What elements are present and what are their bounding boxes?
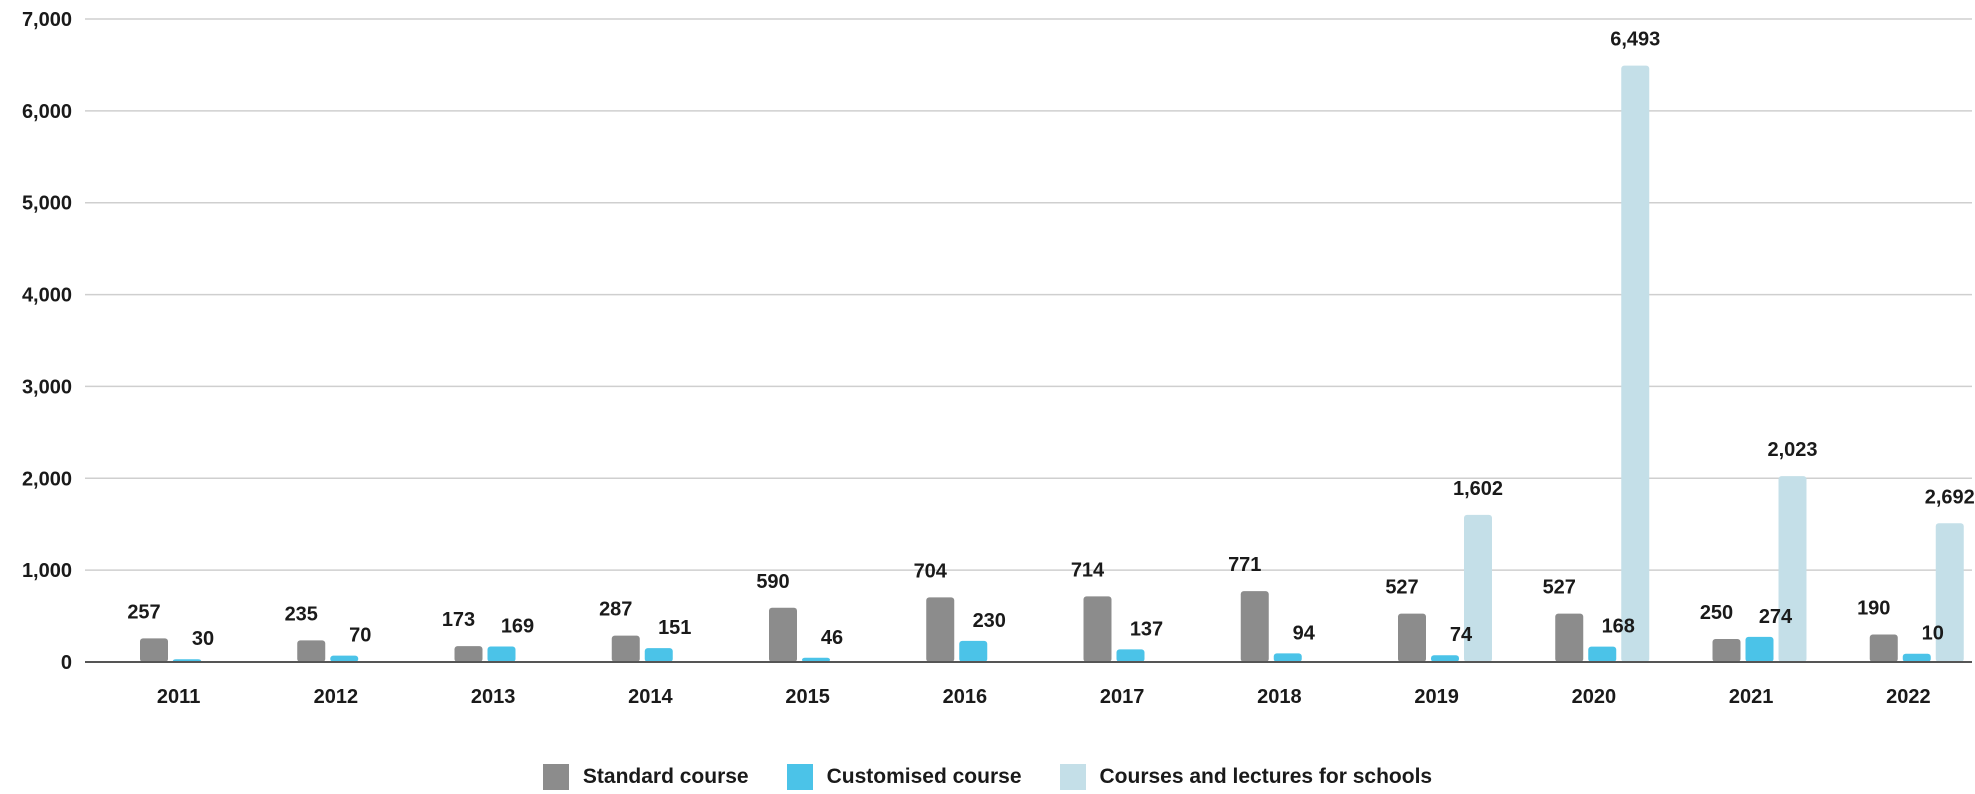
axes: 0 1,000 2,000 3,000 4,000 5,000 6,000 7,000 2011… (22, 9, 1972, 708)
x-tick-label: 2012 (314, 686, 359, 708)
legend-label: Courses and lectures for schools (1099, 765, 1433, 788)
legend: Standard course Customised course Course… (0, 764, 1975, 790)
bar-standard-course-2013 (454, 646, 483, 662)
legend-swatch-customised-course (786, 764, 813, 790)
bar-standard-course-2017 (1083, 596, 1112, 662)
data-label: 6,493 (1610, 29, 1660, 51)
legend-item-standard-course: Standard course (542, 764, 749, 790)
bar-customised-course-2017 (1116, 649, 1145, 662)
data-label: 1,602 (1453, 478, 1503, 500)
bar-standard-course-2016 (926, 597, 955, 662)
y-tick-label: 5,000 (22, 193, 72, 215)
y-tick-label: 4,000 (22, 285, 72, 307)
data-label: 590 (756, 571, 789, 593)
bar-customised-course-2022 (1902, 653, 1931, 662)
bar-customised-course-2020 (1588, 646, 1617, 662)
data-label: 10 (1922, 623, 1944, 645)
bar-customised-course-2012 (330, 655, 359, 662)
y-tick-label: 2,000 (22, 468, 72, 490)
bar-standard-course-2014 (611, 635, 640, 662)
bar-customised-course-2021 (1745, 636, 1774, 662)
bar-customised-course-2013 (487, 646, 516, 662)
x-tick-label: 2017 (1100, 686, 1145, 708)
legend-item-courses-for-schools: Courses and lectures for schools (1059, 764, 1433, 790)
y-tick-label: 1,000 (22, 560, 72, 582)
bar-courses-and-lectures-for-schools-2019 (1464, 514, 1492, 662)
data-label: 74 (1450, 624, 1473, 646)
data-label: 527 (1543, 577, 1576, 599)
legend-label: Standard course (582, 765, 749, 788)
legend-item-customised-course: Customised course (786, 764, 1022, 790)
bar-standard-course-2020 (1555, 613, 1584, 662)
bar-standard-course-2019 (1398, 613, 1426, 662)
bar-customised-course-2016 (959, 640, 988, 662)
data-label: 704 (914, 560, 948, 582)
y-tick-label: 0 (61, 652, 72, 674)
x-tick-label: 2021 (1729, 686, 1774, 708)
data-label: 274 (1759, 606, 1793, 628)
bar-customised-course-2018 (1273, 653, 1302, 662)
data-label: 2,692 (1925, 486, 1975, 508)
bar-customised-course-2015 (802, 657, 830, 662)
data-label: 94 (1293, 622, 1316, 644)
bar-customised-course-2019 (1431, 655, 1459, 662)
x-tick-label: 2018 (1257, 686, 1302, 708)
x-tick-label: 2013 (471, 686, 516, 708)
data-label: 151 (658, 617, 691, 639)
gridlines (85, 18, 1972, 571)
y-tick-label: 3,000 (22, 376, 72, 398)
x-tick-label: 2014 (628, 686, 673, 708)
data-label: 527 (1385, 577, 1418, 599)
data-label: 173 (442, 609, 475, 631)
bar-standard-course-2015 (769, 607, 797, 662)
x-tick-label: 2020 (1572, 686, 1617, 708)
legend-label: Customised course (826, 765, 1022, 788)
bar-courses-and-lectures-for-schools-2020 (1621, 65, 1650, 662)
bar-customised-course-2014 (644, 648, 673, 662)
data-label: 235 (285, 603, 318, 625)
data-label: 169 (501, 615, 534, 637)
data-label: 287 (599, 599, 632, 621)
data-label: 70 (349, 625, 371, 647)
y-tick-label: 6,000 (22, 101, 72, 123)
x-tick-label: 2011 (157, 686, 200, 708)
bar-standard-course-2021 (1712, 639, 1741, 662)
data-label: 250 (1700, 602, 1733, 624)
legend-swatch-courses-for-schools (1059, 764, 1086, 790)
bar-courses-and-lectures-for-schools-2022 (1935, 523, 1964, 662)
legend-swatch-standard-course (542, 764, 569, 790)
data-label: 190 (1857, 597, 1890, 619)
bar-standard-course-2022 (1869, 634, 1898, 662)
data-label: 771 (1228, 554, 1261, 576)
bar-standard-course-2018 (1240, 591, 1269, 662)
data-label: 46 (821, 627, 843, 649)
x-tick-label: 2016 (943, 686, 988, 708)
data-label: 2,023 (1767, 439, 1817, 461)
data-label: 30 (192, 628, 214, 650)
bar-standard-course-2011 (140, 638, 168, 662)
bars (140, 65, 1964, 662)
x-tick-label: 2019 (1414, 686, 1459, 708)
data-labels: 257 30 235 70 173 169 287 151 590 46 704 230 714 137 7… (127, 29, 1974, 651)
data-label: 714 (1071, 559, 1105, 581)
y-tick-label: 7,000 (22, 9, 72, 31)
data-label: 168 (1602, 616, 1635, 638)
x-tick-label: 2022 (1886, 686, 1931, 708)
data-label: 137 (1130, 618, 1163, 640)
x-tick-label: 2015 (785, 686, 830, 708)
data-label: 257 (127, 601, 160, 623)
bar-standard-course-2012 (297, 640, 326, 662)
data-label: 230 (973, 610, 1006, 632)
bar-courses-and-lectures-for-schools-2021 (1778, 476, 1807, 662)
